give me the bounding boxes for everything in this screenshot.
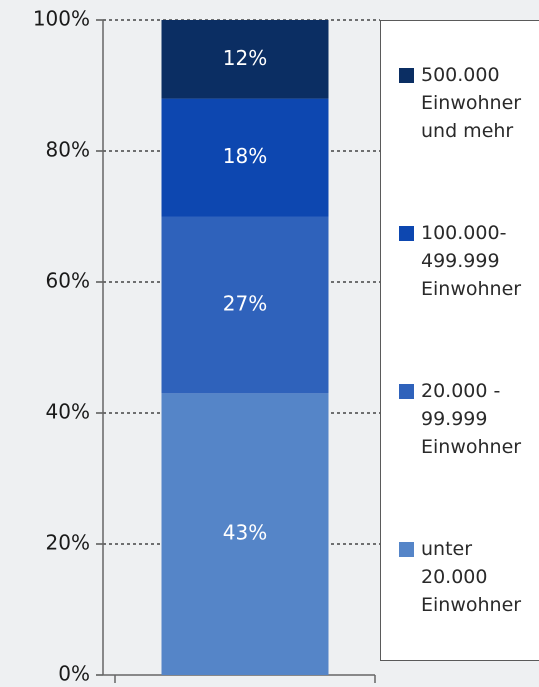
legend-label: unter 20.000 Einwohner [421, 538, 522, 616]
legend-entry: 100.000- 499.999 Einwohner [399, 219, 521, 303]
value-label: 27% [223, 291, 267, 315]
legend-swatch [399, 384, 414, 399]
bar-segment [161, 98, 329, 217]
y-tick-label: 100% [33, 7, 90, 31]
y-tick-label: 20% [46, 531, 90, 555]
legend-entry: 500.000 Einwohner und mehr [399, 61, 521, 145]
y-tick-label: 60% [46, 269, 90, 293]
value-label: 12% [223, 46, 267, 70]
y-tick-label: 40% [46, 400, 90, 424]
legend-label: 20.000 - 99.999 Einwohner [421, 380, 522, 458]
legend: 500.000 Einwohner und mehr 100.000- 499.9… [380, 20, 539, 661]
legend-entry: 20.000 - 99.999 Einwohner [399, 377, 521, 461]
bar-segment [161, 20, 329, 99]
legend-swatch [399, 542, 414, 557]
legend-label: 500.000 Einwohner und mehr [421, 64, 522, 142]
bar-segment [161, 393, 329, 675]
legend-swatch [399, 68, 414, 83]
value-label: 18% [223, 144, 267, 168]
legend-label: 100.000- 499.999 Einwohner [421, 222, 522, 300]
legend-entry: unter 20.000 Einwohner [399, 535, 521, 619]
value-label: 43% [223, 521, 267, 545]
legend-swatch [399, 226, 414, 241]
y-tick-label: 0% [58, 662, 90, 686]
y-tick-label: 80% [46, 138, 90, 162]
bar-segment [161, 216, 329, 394]
